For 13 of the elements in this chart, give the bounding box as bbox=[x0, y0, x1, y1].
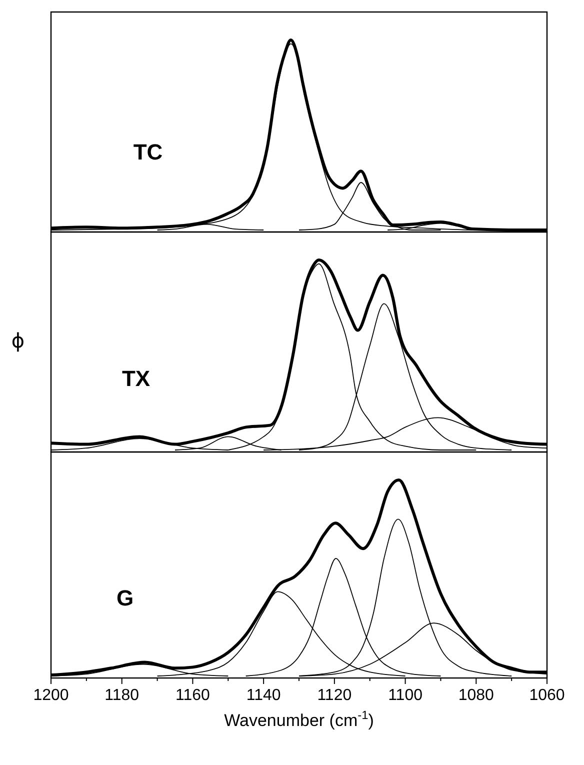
x-tick-label: 1100 bbox=[388, 687, 423, 704]
x-tick-label: 1160 bbox=[176, 687, 210, 704]
x-tick-label: 1060 bbox=[529, 687, 565, 704]
annotation: G bbox=[116, 586, 134, 611]
x-tick-label: 1180 bbox=[104, 687, 140, 704]
x-axis-title: Wavenumber (cm$^{-1}$) bbox=[224, 708, 374, 730]
y-axis-title: ϕ bbox=[11, 328, 25, 352]
annotation: TX bbox=[122, 366, 150, 391]
annotation: TC bbox=[133, 139, 163, 164]
x-tick-label: 1200 bbox=[33, 687, 69, 704]
x-tick-label: 1120 bbox=[317, 687, 352, 704]
x-tick-label: 1140 bbox=[246, 687, 281, 704]
x-tick-label: 1080 bbox=[458, 687, 494, 704]
